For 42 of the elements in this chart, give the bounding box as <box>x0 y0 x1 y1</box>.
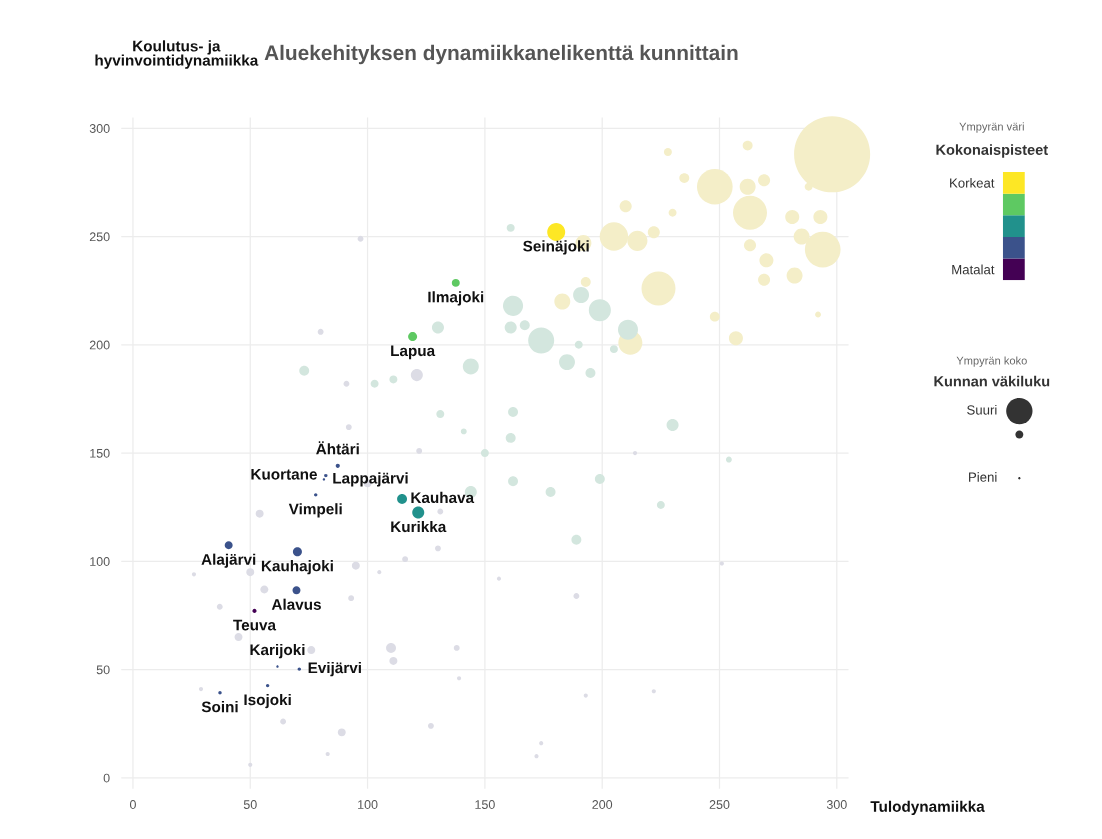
x-tick-label: 0 <box>129 800 136 809</box>
y-tick-label: 300 <box>89 124 110 133</box>
annotation: Ähtäri <box>316 441 359 455</box>
legend-title: Kunnan väkiluku <box>934 375 1050 387</box>
x-tick-label: 50 <box>243 800 257 809</box>
annotation: Evijärvi <box>308 662 361 677</box>
annotation: Seinäjoki <box>523 240 589 255</box>
x-axis-title: Tulodynamiikka <box>870 800 985 815</box>
y-tick-label: 150 <box>90 448 110 458</box>
y-tick-label: 50 <box>96 665 110 675</box>
chart-title: Aluekehityksen dynamiikkanelikenttä kunnittain <box>264 44 738 65</box>
y-tick-label: 250 <box>89 232 110 242</box>
legend-label: Pieni <box>969 472 997 482</box>
x-tick-label: 150 <box>475 800 495 809</box>
x-tick-label: 100 <box>358 800 378 809</box>
annotation: Soini <box>201 701 238 713</box>
text: Ympyrän koko <box>956 356 1027 367</box>
annotation: Lapua <box>391 345 436 360</box>
annotation: Teuva <box>233 619 277 631</box>
annotation: Kauhava <box>411 491 475 504</box>
y-tick-label: 200 <box>89 340 110 350</box>
annotation: Kauhajoki <box>261 560 333 575</box>
color-bar-label: Korkeat <box>950 178 995 188</box>
y-tick-label: 100 <box>90 557 110 566</box>
annotation: Ilmajoki <box>428 291 484 306</box>
annotation: Kuortane <box>251 469 317 480</box>
annotation: Isojoki <box>244 693 291 709</box>
x-tick-label: 250 <box>709 800 730 809</box>
annotation: Kurikka <box>391 520 447 533</box>
color-bar-label: Matalat <box>952 264 995 275</box>
x-tick-label: 200 <box>592 800 613 809</box>
annotation: Karijoki <box>250 643 305 659</box>
annotation: Alajärvi <box>201 553 256 568</box>
legend-label: Suuri <box>967 404 997 415</box>
x-tick-label: 300 <box>826 800 847 809</box>
annotation: Alavus <box>271 598 321 610</box>
y-axis-title: Koulutus- ja hyvinvointidynamiikka <box>95 40 259 69</box>
annotation: Lappajärvi <box>333 472 408 487</box>
text: Ympyrän väri <box>959 122 1024 133</box>
y-tick-label: 0 <box>103 773 110 783</box>
color-bar-title: Kokonaispisteet <box>936 144 1048 158</box>
annotation: Vimpeli <box>288 503 342 518</box>
